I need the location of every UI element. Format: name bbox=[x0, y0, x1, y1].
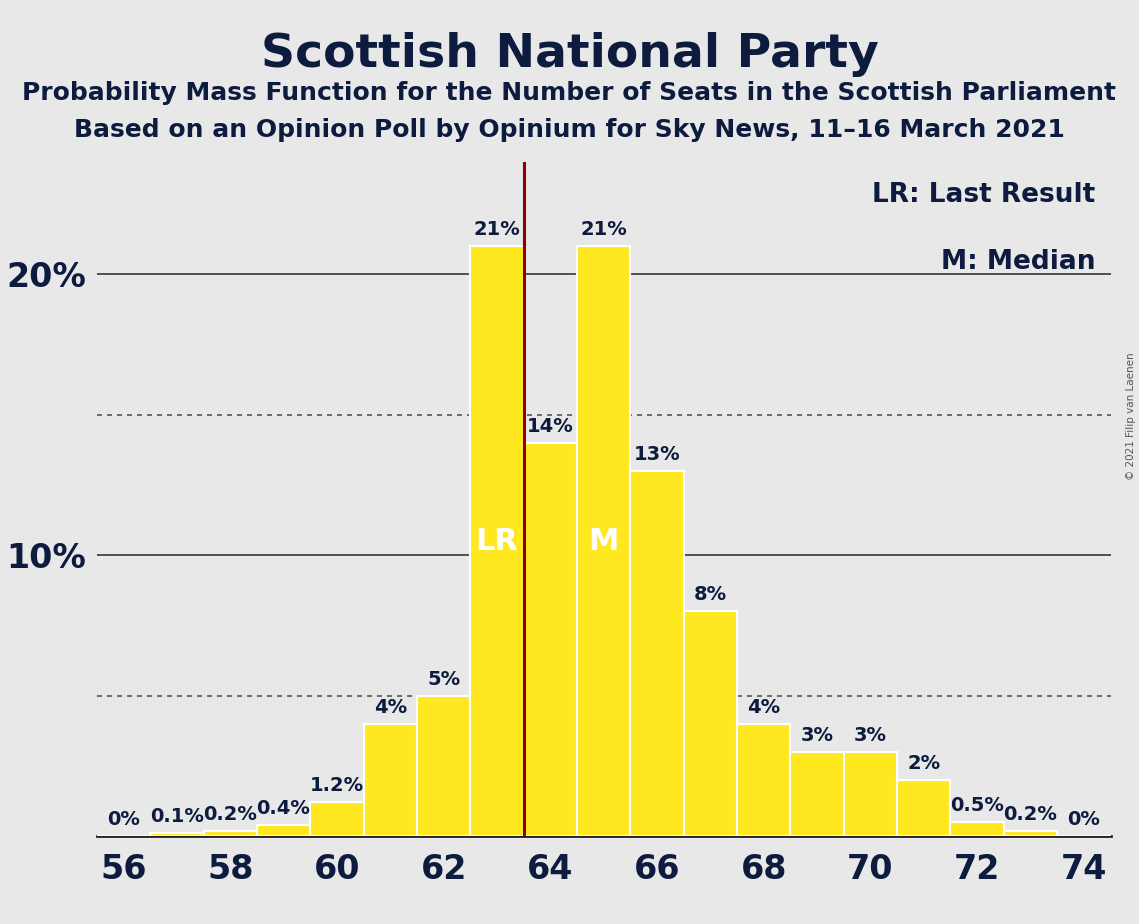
Text: 4%: 4% bbox=[747, 698, 780, 717]
Bar bbox=[204, 831, 257, 836]
Text: Based on an Opinion Poll by Opinium for Sky News, 11–16 March 2021: Based on an Opinion Poll by Opinium for … bbox=[74, 118, 1065, 142]
Text: LR: LR bbox=[475, 527, 518, 555]
Bar bbox=[310, 802, 363, 836]
Bar bbox=[737, 723, 790, 836]
Text: 1.2%: 1.2% bbox=[310, 776, 364, 796]
Bar bbox=[577, 246, 630, 836]
Bar bbox=[683, 612, 737, 836]
Text: 0%: 0% bbox=[107, 810, 140, 829]
Bar bbox=[844, 752, 898, 836]
Bar bbox=[470, 246, 524, 836]
Text: 21%: 21% bbox=[474, 220, 521, 239]
Text: 13%: 13% bbox=[633, 444, 680, 464]
Bar bbox=[150, 833, 204, 836]
Bar bbox=[524, 443, 577, 836]
Text: 4%: 4% bbox=[374, 698, 407, 717]
Text: 14%: 14% bbox=[527, 417, 574, 436]
Text: © 2021 Filip van Laenen: © 2021 Filip van Laenen bbox=[1126, 352, 1136, 480]
Bar bbox=[950, 822, 1003, 836]
Text: 2%: 2% bbox=[908, 754, 941, 773]
Text: 5%: 5% bbox=[427, 670, 460, 688]
Bar bbox=[790, 752, 844, 836]
Text: 0.5%: 0.5% bbox=[950, 796, 1005, 815]
Text: 0.4%: 0.4% bbox=[256, 799, 311, 818]
Bar bbox=[1003, 831, 1057, 836]
Bar bbox=[257, 825, 310, 836]
Text: 0.2%: 0.2% bbox=[203, 805, 257, 823]
Bar bbox=[363, 723, 417, 836]
Text: M: M bbox=[589, 527, 618, 555]
Bar bbox=[630, 471, 683, 836]
Text: 8%: 8% bbox=[694, 585, 727, 604]
Text: 21%: 21% bbox=[580, 220, 628, 239]
Text: 0%: 0% bbox=[1067, 810, 1100, 829]
Text: 0.2%: 0.2% bbox=[1003, 805, 1057, 823]
Text: LR: Last Result: LR: Last Result bbox=[872, 182, 1096, 208]
Text: 0.1%: 0.1% bbox=[150, 808, 204, 826]
Text: 3%: 3% bbox=[801, 726, 834, 745]
Text: M: Median: M: Median bbox=[941, 249, 1096, 275]
Text: Scottish National Party: Scottish National Party bbox=[261, 32, 878, 78]
Text: Probability Mass Function for the Number of Seats in the Scottish Parliament: Probability Mass Function for the Number… bbox=[23, 81, 1116, 105]
Bar bbox=[417, 696, 470, 836]
Bar bbox=[898, 780, 950, 836]
Text: 3%: 3% bbox=[854, 726, 887, 745]
